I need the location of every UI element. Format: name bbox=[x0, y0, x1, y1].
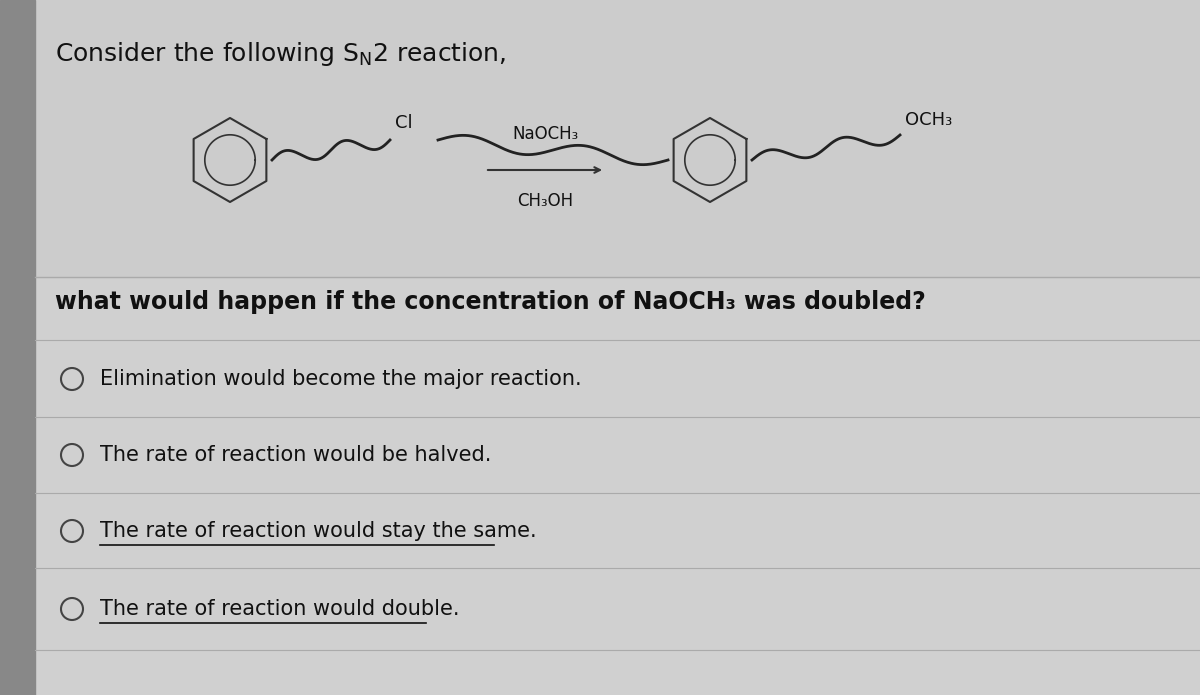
Text: Consider the following $\mathregular{S_N}$2 reaction,: Consider the following $\mathregular{S_N… bbox=[55, 40, 506, 68]
Text: NaOCH₃: NaOCH₃ bbox=[512, 125, 578, 143]
Text: CH₃OH: CH₃OH bbox=[517, 192, 574, 210]
Text: The rate of reaction would double.: The rate of reaction would double. bbox=[100, 599, 460, 619]
Bar bbox=[0, 0, 35, 695]
Text: The rate of reaction would be halved.: The rate of reaction would be halved. bbox=[100, 445, 491, 465]
Bar bbox=[35, 0, 1200, 277]
Text: Elimination would become the major reaction.: Elimination would become the major react… bbox=[100, 369, 582, 389]
Text: The rate of reaction would stay the same.: The rate of reaction would stay the same… bbox=[100, 521, 536, 541]
Text: OCH₃: OCH₃ bbox=[905, 111, 953, 129]
Text: Cl: Cl bbox=[395, 114, 413, 132]
Text: what would happen if the concentration of NaOCH₃ was doubled?: what would happen if the concentration o… bbox=[55, 290, 925, 314]
